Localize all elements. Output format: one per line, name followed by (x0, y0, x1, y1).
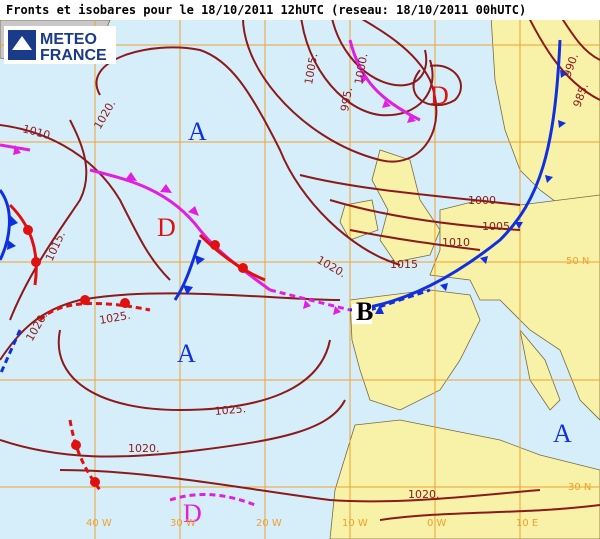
isobar-label: 1000 (468, 194, 496, 207)
pressure-center: A (553, 419, 572, 448)
center-box (352, 304, 372, 324)
pressure-center: A (188, 117, 207, 146)
graticule-label: 30 W (170, 518, 196, 529)
pressure-center: B (356, 297, 373, 326)
title: Fronts et isobares pour le 18/10/2011 12… (6, 3, 526, 17)
isobar-label: 1020. (128, 442, 160, 455)
logo-text: METEO (40, 31, 97, 48)
isobar-label: 1025. (214, 402, 247, 418)
labels: 1010.1020.1005. 1000.995.990.985.10001005… (21, 52, 591, 529)
pressure-center: D (430, 81, 449, 110)
front-symbols (7, 70, 568, 487)
isobar-label: 1020. (408, 488, 440, 501)
isobar-label: 1005. (302, 52, 320, 85)
graticule-label: 40 W (86, 518, 112, 529)
pressure-center: D (183, 499, 202, 528)
graticule-label: 0 W (427, 518, 447, 529)
isobar-label: 1000. (352, 52, 370, 85)
graticule-label: 50 N (566, 256, 589, 267)
isobars (0, 0, 600, 521)
isobar-label: 1010 (442, 236, 470, 249)
graticule-label: 30 N (568, 482, 591, 493)
isobar-label: 995. (338, 86, 355, 112)
isobar-label: 1025. (98, 309, 131, 327)
pressure-center: D (157, 213, 176, 242)
isobar-label: 1015 (390, 258, 418, 271)
graticule-label: 10 W (342, 518, 368, 529)
logo: METEO FRANCE (4, 26, 116, 64)
logo-text: FRANCE (40, 47, 107, 64)
graticule-label: 20 W (256, 518, 282, 529)
title-bar (0, 0, 600, 20)
graticule-label: 10 E (516, 518, 538, 529)
isobar-label: 1005 (482, 220, 510, 233)
pressure-center: A (177, 339, 196, 368)
